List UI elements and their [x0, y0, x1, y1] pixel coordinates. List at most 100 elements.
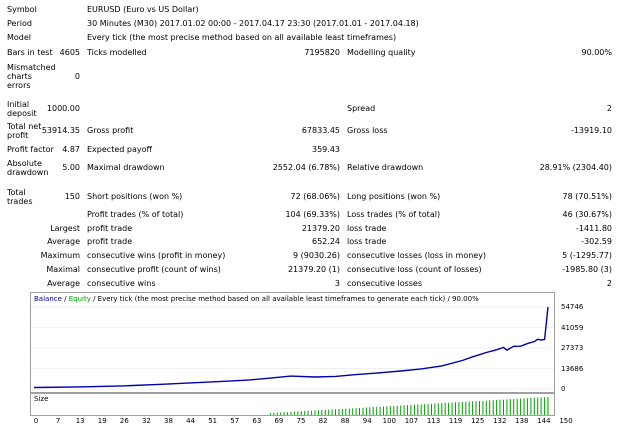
balance-line [33, 306, 549, 389]
x-tick-label: 138 [515, 417, 529, 425]
bars-value: 4605 [59, 48, 80, 57]
maximal-loss-label: consecutive loss (count of losses) [347, 265, 482, 274]
pf-value: 4.87 [62, 145, 80, 154]
avg-losses-label: consecutive losses [347, 279, 423, 288]
ticks-value: 7195820 [304, 48, 340, 57]
x-tick-label: 51 [208, 417, 218, 425]
x-tick-label: 38 [164, 417, 173, 425]
payoff-value: 359.43 [312, 145, 340, 154]
absdd-label: Absolute drawdown [7, 159, 49, 177]
losstrades-value: 46 (30.67%) [562, 210, 612, 219]
bars-label: Bars in test [7, 48, 53, 57]
deposit-label: Initial deposit [7, 100, 37, 118]
x-tick-label: 94 [362, 417, 372, 425]
max-wins-value: 9 (9030.26) [293, 251, 340, 260]
x-tick-label: 0 [33, 417, 39, 425]
mismatch-value: 0 [74, 72, 80, 81]
maxdd-label: Maximal drawdown [87, 163, 165, 172]
x-tick-label: 88 [340, 417, 350, 425]
y-tick-label: 27373 [561, 344, 584, 352]
x-tick-label: 82 [318, 417, 328, 425]
maximal-label: Maximal [46, 265, 80, 274]
y-tick-label: 41059 [561, 323, 584, 332]
average-profit-value: 652.24 [312, 237, 340, 246]
x-tick-label: 57 [230, 417, 240, 425]
x-tick-label: 132 [493, 417, 507, 425]
y-tick-label: 0 [561, 385, 566, 393]
deposit-value: 1000.00 [46, 104, 80, 113]
y-tick-label: 54746 [561, 303, 584, 311]
long-label: Long positions (won %) [347, 192, 441, 201]
x-tick-label: 69 [274, 417, 284, 425]
size-strip-svg [269, 397, 549, 415]
pf-label: Profit factor [7, 145, 54, 154]
legend-separator: / [61, 295, 69, 303]
reldd-label: Relative drawdown [347, 163, 424, 172]
netprofit-label: Total net profit [7, 122, 42, 140]
short-label: Short positions (won %) [87, 192, 183, 201]
symbol-value: EURUSD (Euro vs US Dollar) [87, 5, 199, 14]
grossprofit-value: 67833.45 [301, 126, 340, 135]
symbol-label: Symbol [7, 5, 37, 14]
size-label: Size [34, 395, 49, 403]
x-tick-label: 44 [186, 417, 196, 425]
x-tick-label: 107 [404, 417, 419, 425]
x-tick-label: 119 [448, 417, 463, 425]
proftrades-label: Profit trades (% of total) [87, 210, 184, 219]
average2-label: Average [47, 279, 80, 288]
x-tick-label: 113 [426, 417, 441, 425]
maximal-profit-label: consecutive profit (count of wins) [87, 265, 221, 274]
period-label: Period [7, 19, 32, 28]
legend-balance: Balance [34, 295, 62, 303]
proftrades-value: 104 (69.33%) [285, 210, 340, 219]
long-value: 78 (70.51%) [562, 192, 612, 201]
max-losses-label: consecutive losses (loss in money) [347, 251, 487, 260]
absdd-value: 5.00 [62, 163, 80, 172]
chart-legend: Balance / Equity / Every tick (the most … [34, 295, 479, 303]
losstrades-label: Loss trades (% of total) [347, 210, 441, 219]
trades-value: 150 [64, 192, 80, 201]
grossloss-label: Gross loss [347, 126, 388, 135]
max-wins-label: consecutive wins (profit in money) [87, 251, 226, 260]
model-value: Every tick (the most precise method base… [87, 33, 397, 42]
spread-value: 2 [606, 104, 612, 113]
spread-label: Spread [347, 104, 376, 113]
maximal-profit-value: 21379.20 (1) [287, 265, 340, 274]
average-label: Average [47, 237, 80, 246]
avg-wins-value: 3 [334, 279, 340, 288]
avg-wins-label: consecutive wins [87, 279, 156, 288]
average-profit-label: profit trade [87, 237, 133, 246]
x-tick-label: 19 [97, 417, 107, 425]
balance-chart-svg [31, 306, 554, 390]
x-tick-label: 13 [75, 417, 85, 425]
maxdd-value: 2552.04 (6.78%) [272, 163, 340, 172]
legend-description: / Every tick (the most precise method ba… [90, 295, 479, 303]
short-value: 72 (68.06%) [290, 192, 340, 201]
legend-equity: Equity [68, 295, 91, 303]
average-loss-value: -302.59 [581, 237, 612, 246]
maximal-loss-value: -1985.80 (3) [562, 265, 612, 274]
x-tick-label: 125 [470, 417, 485, 425]
model-label: Model [7, 33, 32, 42]
x-tick-label: 100 [382, 417, 397, 425]
x-tick-label: 7 [55, 417, 61, 425]
x-tick-label: 32 [141, 417, 151, 425]
grossloss-value: -13919.10 [570, 126, 612, 135]
ticks-label: Ticks modelled [87, 48, 147, 57]
x-tick-label: 26 [119, 417, 129, 425]
trades-label: Total trades [7, 188, 33, 206]
largest-profit-value: 21379.20 [301, 224, 340, 233]
y-tick-label: 13686 [561, 364, 584, 373]
avg-losses-value: 2 [606, 279, 612, 288]
largest-loss-label: loss trade [347, 224, 387, 233]
payoff-label: Expected payoff [87, 145, 152, 154]
largest-loss-value: -1411.80 [576, 224, 612, 233]
grossprofit-label: Gross profit [87, 126, 134, 135]
maximum-label: Maximum [40, 251, 80, 260]
mismatch-label: Mismatched charts errors [7, 63, 56, 90]
largest-label: Largest [50, 224, 80, 233]
balance-chart: Balance / Equity / Every tick (the most … [30, 292, 555, 393]
reldd-value: 28.91% (2304.40) [539, 163, 612, 172]
x-tick-label: 144 [537, 417, 551, 425]
x-tick-label: 63 [252, 417, 262, 425]
